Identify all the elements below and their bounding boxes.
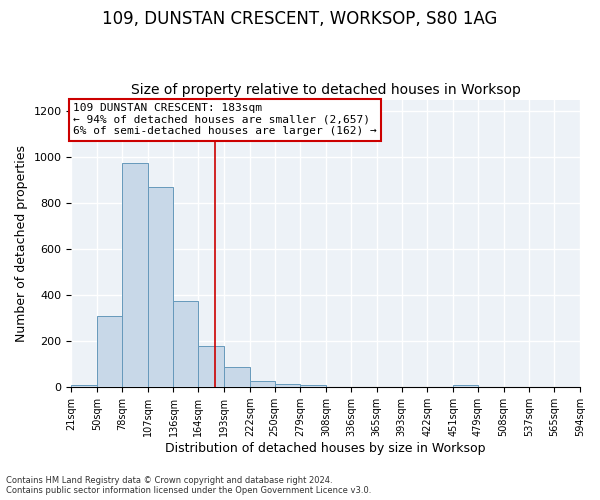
Bar <box>453 385 478 387</box>
Bar <box>97 316 122 387</box>
Bar <box>301 385 326 387</box>
Bar <box>173 301 199 387</box>
Text: Contains HM Land Registry data © Crown copyright and database right 2024.
Contai: Contains HM Land Registry data © Crown c… <box>6 476 371 495</box>
Text: 109, DUNSTAN CRESCENT, WORKSOP, S80 1AG: 109, DUNSTAN CRESCENT, WORKSOP, S80 1AG <box>103 10 497 28</box>
Bar <box>148 187 173 387</box>
Bar <box>71 385 97 387</box>
Y-axis label: Number of detached properties: Number of detached properties <box>15 145 28 342</box>
Title: Size of property relative to detached houses in Worksop: Size of property relative to detached ho… <box>131 83 521 97</box>
Bar <box>199 346 224 387</box>
Text: 109 DUNSTAN CRESCENT: 183sqm
← 94% of detached houses are smaller (2,657)
6% of : 109 DUNSTAN CRESCENT: 183sqm ← 94% of de… <box>73 103 377 136</box>
X-axis label: Distribution of detached houses by size in Worksop: Distribution of detached houses by size … <box>166 442 486 455</box>
Bar <box>122 163 148 387</box>
Bar <box>224 366 250 387</box>
Bar <box>250 382 275 387</box>
Bar <box>275 384 301 387</box>
